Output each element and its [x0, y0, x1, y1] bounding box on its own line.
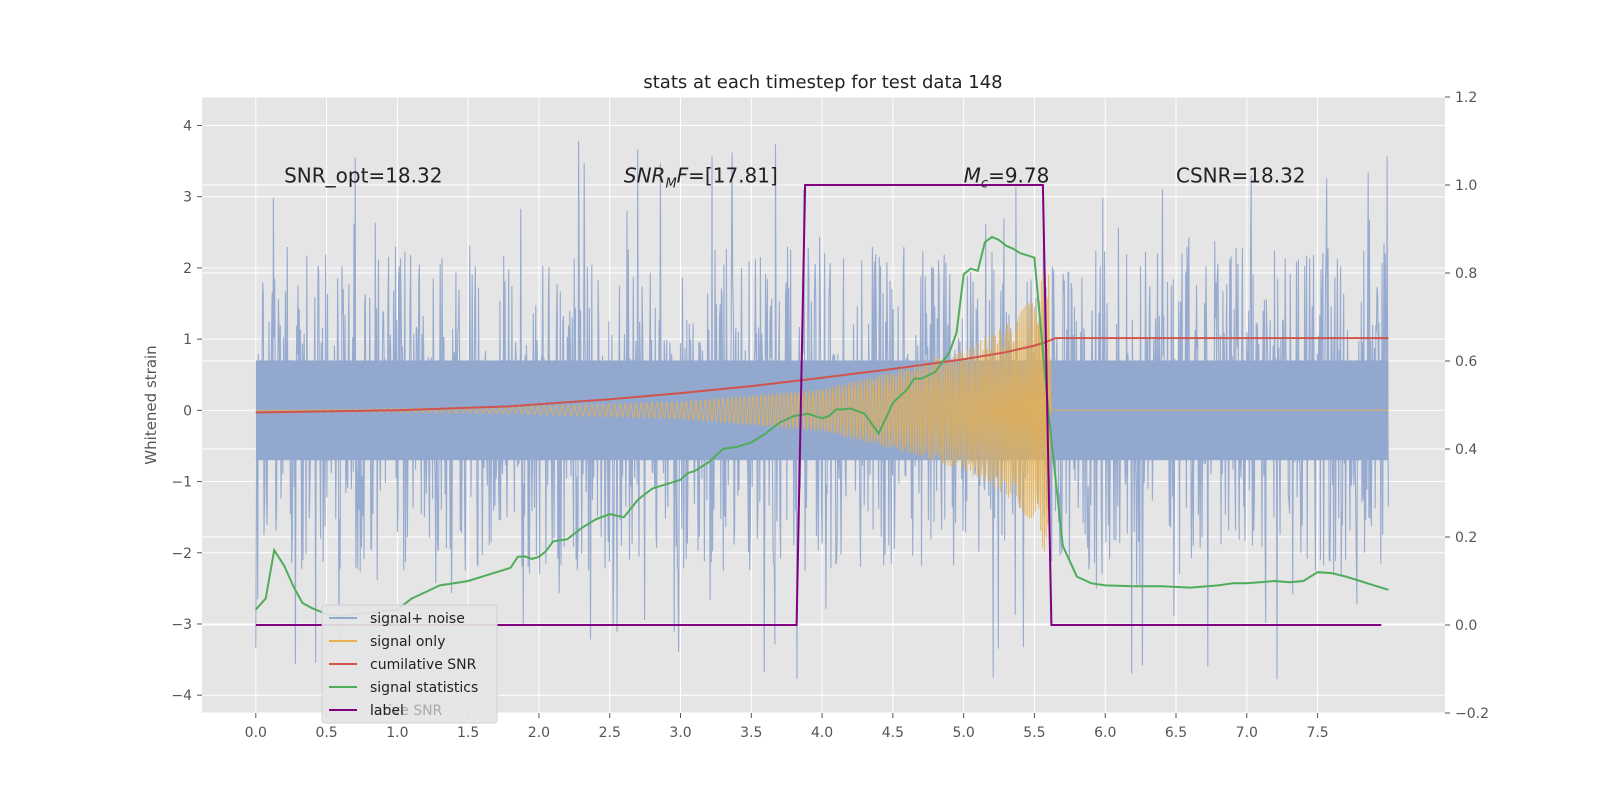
legend: lative SNR signal+ noise signal only cumila… [321, 604, 498, 724]
y2-tick-label: 0.8 [1455, 266, 1477, 282]
y2-tick-label: 0.2 [1455, 530, 1477, 546]
annotation: CSNR=18.32 [1176, 163, 1306, 187]
y2-tick-label: 0.4 [1455, 442, 1477, 458]
legend-label: signal statistics [370, 680, 478, 696]
annotation: SNRMF=[17.81] [624, 163, 778, 191]
x-tick-label: 3.0 [669, 725, 691, 741]
y2-tick-label: 1.0 [1455, 178, 1477, 194]
y-tick-label: −2 [171, 546, 192, 562]
legend-label: label [370, 703, 404, 719]
y-tick-label: −4 [171, 688, 192, 704]
y-tick-label: 1 [183, 332, 192, 348]
y-tick-label: 4 [183, 118, 192, 134]
plot-area [255, 140, 1389, 680]
x-tick-label: 7.0 [1236, 725, 1258, 741]
y2-tick-label: 1.2 [1455, 90, 1477, 106]
y-axis-left: −4 −3 −2 −1 0 1 2 3 4 [171, 118, 202, 704]
x-axis: 0.0 0.5 1.0 1.5 2.0 2.5 3.0 3.5 4.0 4.5 5.0 5.5 6.0 6… [245, 713, 1329, 741]
x-tick-label: 0.5 [315, 725, 337, 741]
y-tick-label: 2 [183, 261, 192, 277]
x-tick-label: 2.0 [528, 725, 550, 741]
x-tick-label: 3.5 [740, 725, 762, 741]
annotation: SNR_opt=18.32 [284, 163, 442, 187]
legend-label: cumilative SNR [370, 657, 477, 673]
annotation: Mc=9.78 [964, 163, 1050, 191]
chart-title: stats at each timestep for test data 148 [643, 72, 1002, 93]
x-tick-label: 5.5 [1023, 725, 1045, 741]
legend-box [321, 604, 498, 724]
x-tick-label: 5.0 [953, 725, 975, 741]
label-line [255, 184, 1382, 626]
y-axis-right: −0.2 0.0 0.2 0.4 0.6 0.8 1.0 1.2 [1445, 90, 1489, 722]
x-tick-label: 6.0 [1094, 725, 1116, 741]
annotations: SNR_opt=18.32 SNRMF=[17.81] Mc=9.78 CSNR=18… [284, 163, 1305, 191]
y-tick-label: 3 [183, 190, 192, 206]
cumilative-snr-line [255, 337, 1389, 414]
x-tick-label: 1.0 [386, 725, 408, 741]
x-tick-label: 6.5 [1165, 725, 1187, 741]
x-tick-label: 4.0 [811, 725, 833, 741]
x-tick-label: 0.0 [245, 725, 267, 741]
x-tick-label: 2.5 [599, 725, 621, 741]
x-tick-label: 7.5 [1306, 725, 1328, 741]
y2-tick-label: 0.6 [1455, 354, 1477, 370]
legend-label: signal+ noise [370, 611, 465, 627]
y2-tick-label: 0.0 [1455, 618, 1477, 634]
x-tick-label: 4.5 [882, 725, 904, 741]
y2-tick-label: −0.2 [1455, 706, 1489, 722]
x-tick-label: 1.5 [457, 725, 479, 741]
legend-ghost-text: lative SNR [370, 703, 443, 719]
y-tick-label: −1 [171, 475, 192, 491]
y-axis-label: Whitened strain [142, 345, 160, 464]
y-tick-label: 0 [183, 403, 192, 419]
legend-label: signal only [370, 634, 445, 650]
y-tick-label: −3 [171, 617, 192, 633]
signal-only-line [255, 269, 1389, 552]
